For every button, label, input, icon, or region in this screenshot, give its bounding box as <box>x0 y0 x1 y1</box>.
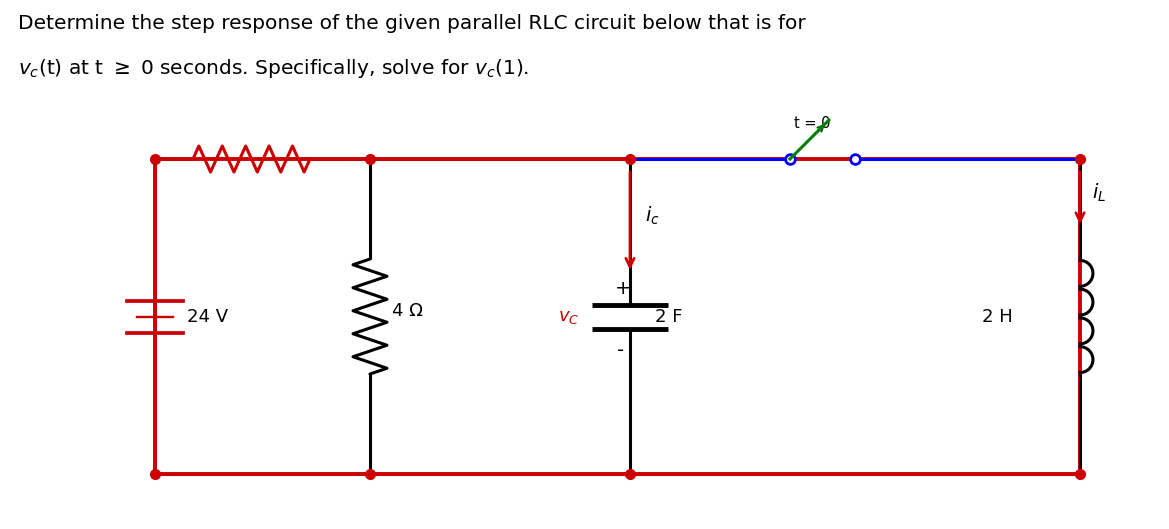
Text: +: + <box>615 279 631 298</box>
Text: 2 H: 2 H <box>982 307 1012 325</box>
Text: $i_c$: $i_c$ <box>645 205 659 227</box>
Text: $v_C$: $v_C$ <box>558 307 580 325</box>
Text: 24 V: 24 V <box>187 307 228 325</box>
Text: $v_c$(t) at t $\geq$ 0 seconds. Specifically, solve for $v_c$(1).: $v_c$(t) at t $\geq$ 0 seconds. Specific… <box>18 57 530 80</box>
Text: -: - <box>617 341 624 360</box>
Text: 2 F: 2 F <box>655 307 683 325</box>
Text: Determine the step response of the given parallel RLC circuit below that is for: Determine the step response of the given… <box>18 14 805 33</box>
Text: t = 0: t = 0 <box>794 116 831 131</box>
Text: $i_L$: $i_L$ <box>1092 182 1106 204</box>
Text: 4 Ω: 4 Ω <box>392 303 423 321</box>
